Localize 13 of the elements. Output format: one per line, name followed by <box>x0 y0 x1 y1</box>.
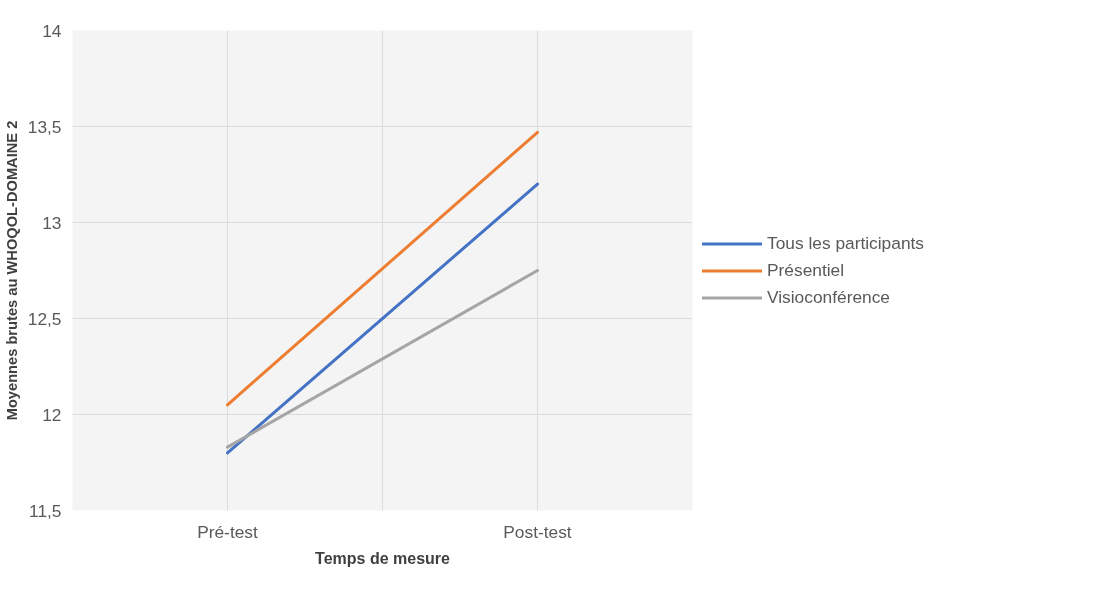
y-tick-label: 13 <box>42 212 62 233</box>
legend-label: Visioconférence <box>767 286 890 308</box>
legend-label: Tous les participants <box>767 232 924 254</box>
x-tick-label: Pré-test <box>197 521 259 542</box>
y-tick-label: 12,5 <box>27 308 62 329</box>
y-tick-label: 11,5 <box>29 500 62 521</box>
x-axis-title: Temps de mesure <box>315 549 451 567</box>
legend-label: Présentiel <box>767 259 845 281</box>
x-tick-label: Post-test <box>503 521 572 542</box>
y-tick-label: 14 <box>42 20 62 41</box>
y-tick-label: 12 <box>42 404 62 425</box>
y-tick-label: 13,5 <box>27 116 62 137</box>
y-axis-title: Moyennes brutes au WHOQOL-DOMAINE 2 <box>3 120 20 421</box>
